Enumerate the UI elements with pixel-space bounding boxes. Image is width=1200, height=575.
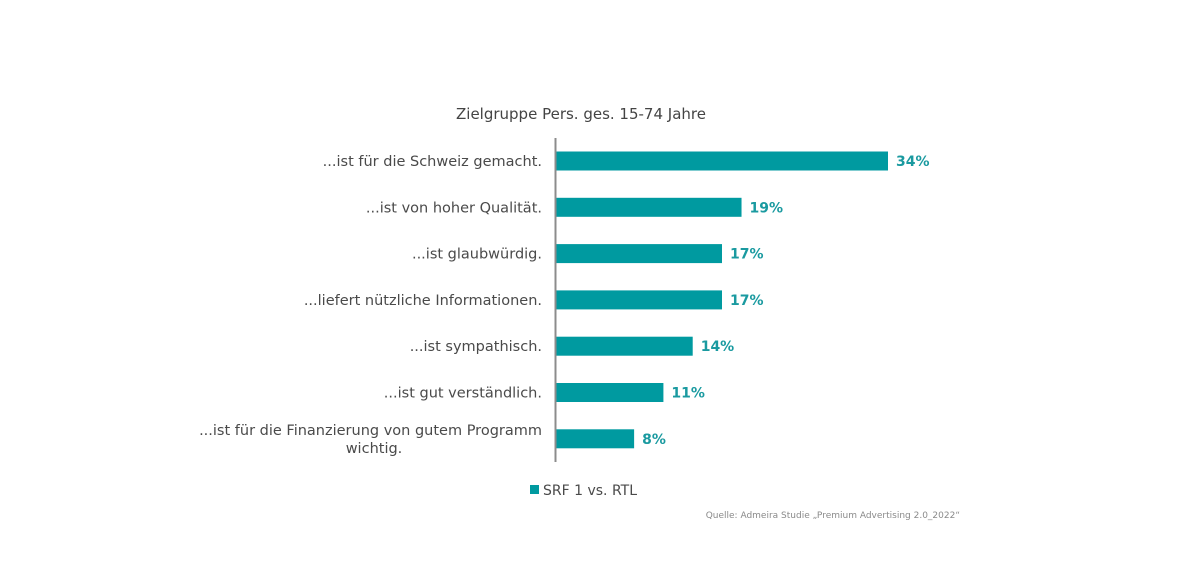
value-label: 8% [642, 432, 666, 448]
category-label: ...liefert nützliche Informationen. [304, 293, 542, 309]
chart-title: Zielgruppe Pers. ges. 15-74 Jahre [456, 105, 706, 123]
category-label-line: ...ist für die Finanzierung von gutem Pr… [199, 423, 542, 439]
legend-swatch [530, 485, 539, 494]
legend-label: SRF 1 vs. RTL [543, 483, 637, 499]
bar [556, 429, 635, 449]
value-label: 19% [750, 200, 784, 216]
category-label: ...ist gut verständlich. [384, 386, 542, 402]
value-label: 11% [671, 386, 705, 402]
value-label: 17% [730, 247, 764, 263]
category-label-line: ...ist für die Schweiz gemacht. [323, 154, 542, 170]
category-label: ...ist sympathisch. [410, 339, 542, 355]
category-label: ...ist von hoher Qualität. [366, 200, 542, 216]
category-label-line: ...ist gut verständlich. [384, 386, 542, 402]
category-label-line: ...liefert nützliche Informationen. [304, 293, 542, 309]
bars-group: ...ist für die Schweiz gemacht. 34% ...ist… [199, 151, 930, 457]
bar [556, 383, 664, 402]
category-label-line: wichtig. [346, 441, 403, 457]
value-label: 17% [730, 293, 764, 309]
category-label: ...ist glaubwürdig. [412, 247, 542, 263]
bar [556, 151, 888, 171]
category-label-line: ...ist glaubwürdig. [412, 247, 542, 263]
bar [556, 336, 693, 356]
source-note: Quelle: Admeira Studie „Premium Advertis… [706, 511, 960, 521]
category-label: ...ist für die Finanzierung von gutem Pr… [199, 423, 542, 457]
bar [556, 290, 722, 310]
bar [556, 197, 742, 217]
bar [556, 244, 722, 264]
value-label: 34% [896, 154, 930, 170]
category-label-line: ...ist sympathisch. [410, 339, 542, 355]
category-label: ...ist für die Schweiz gemacht. [323, 154, 542, 170]
category-label-line: ...ist von hoher Qualität. [366, 200, 542, 216]
value-label: 14% [701, 339, 735, 355]
